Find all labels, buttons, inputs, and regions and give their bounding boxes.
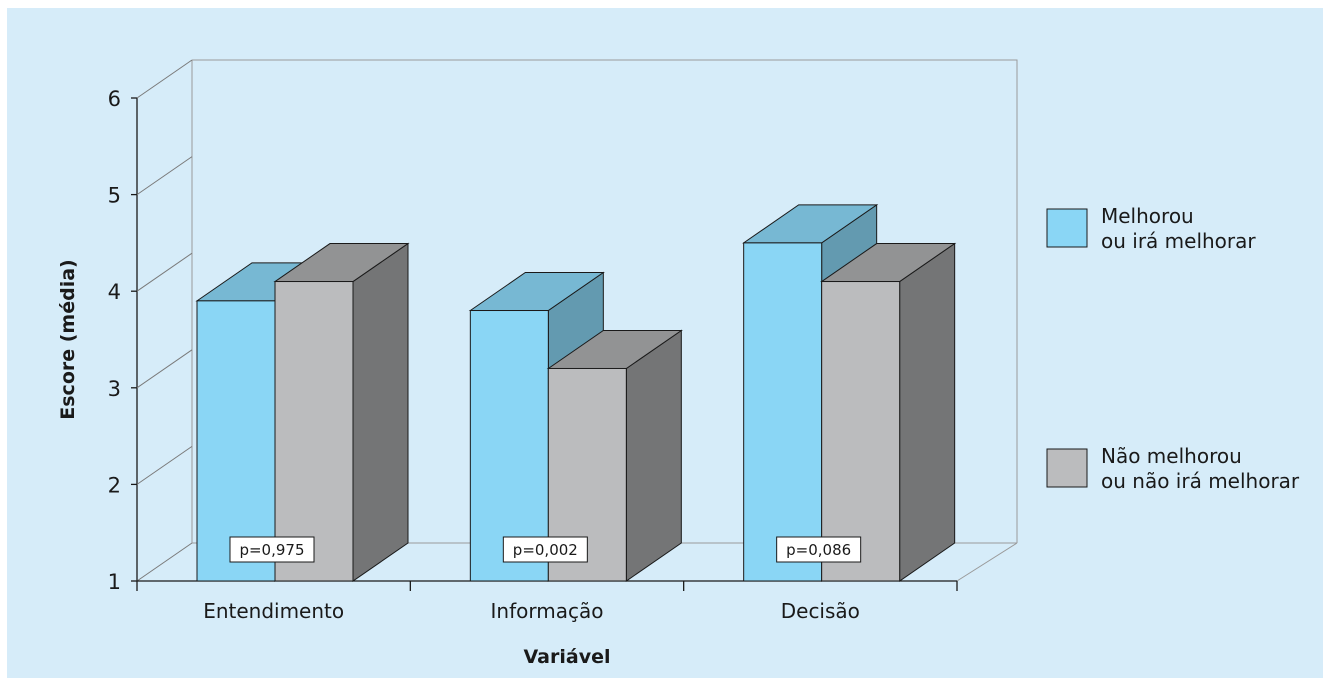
p-value-label: p=0,002	[513, 541, 578, 559]
bar	[743, 242, 823, 582]
y-tick-label: 2	[108, 473, 121, 497]
y-tick-label: 5	[108, 184, 121, 208]
p-value-label: p=0,975	[239, 541, 304, 559]
p-value-label: p=0,086	[786, 541, 851, 559]
bar	[274, 281, 354, 582]
legend-swatch	[1046, 208, 1088, 248]
bar-side	[352, 242, 409, 582]
y-tick-label: 6	[108, 87, 121, 111]
y-tick-depth	[136, 252, 193, 292]
x-tick-label: Decisão	[781, 599, 860, 623]
y-tick-label: 4	[108, 280, 121, 304]
y-tick-depth	[136, 542, 193, 582]
y-tick-label: 1	[108, 570, 121, 594]
x-tick-label: Informação	[491, 599, 604, 623]
legend-label: Melhorou	[1101, 204, 1194, 228]
y-tick-depth	[136, 349, 193, 389]
back-wall	[192, 59, 1018, 543]
p-value-box	[502, 536, 588, 563]
legend-label: ou irá melhorar	[1101, 229, 1256, 253]
floor-right-edge	[956, 542, 1018, 582]
bar	[196, 300, 276, 582]
y-tick-label: 3	[108, 377, 121, 401]
p-value-box	[229, 536, 315, 563]
legend-swatch	[1046, 448, 1088, 488]
bar	[821, 281, 901, 582]
chart-panel: 1 2 3 4 5 6 p=0,975 Entendimento p=0,002 Informaç…	[7, 8, 1323, 678]
bar-chart: 1 2 3 4 5 6 p=0,975 Entendimento p=0,002 Informaç…	[57, 59, 1300, 668]
bar-side	[899, 242, 956, 582]
y-tick-depth	[136, 59, 193, 99]
bar	[469, 310, 549, 582]
x-tick-label: Entendimento	[203, 599, 344, 623]
y-tick-depth	[136, 156, 193, 196]
p-value-box	[776, 536, 862, 563]
y-axis-title: Escore (média)	[57, 259, 79, 419]
legend-label: ou não irá melhorar	[1101, 469, 1300, 493]
legend-label: Não melhorou	[1101, 444, 1242, 468]
bar-side	[625, 329, 682, 582]
x-axis-title: Variável	[524, 646, 611, 668]
y-tick-depth	[136, 445, 193, 485]
